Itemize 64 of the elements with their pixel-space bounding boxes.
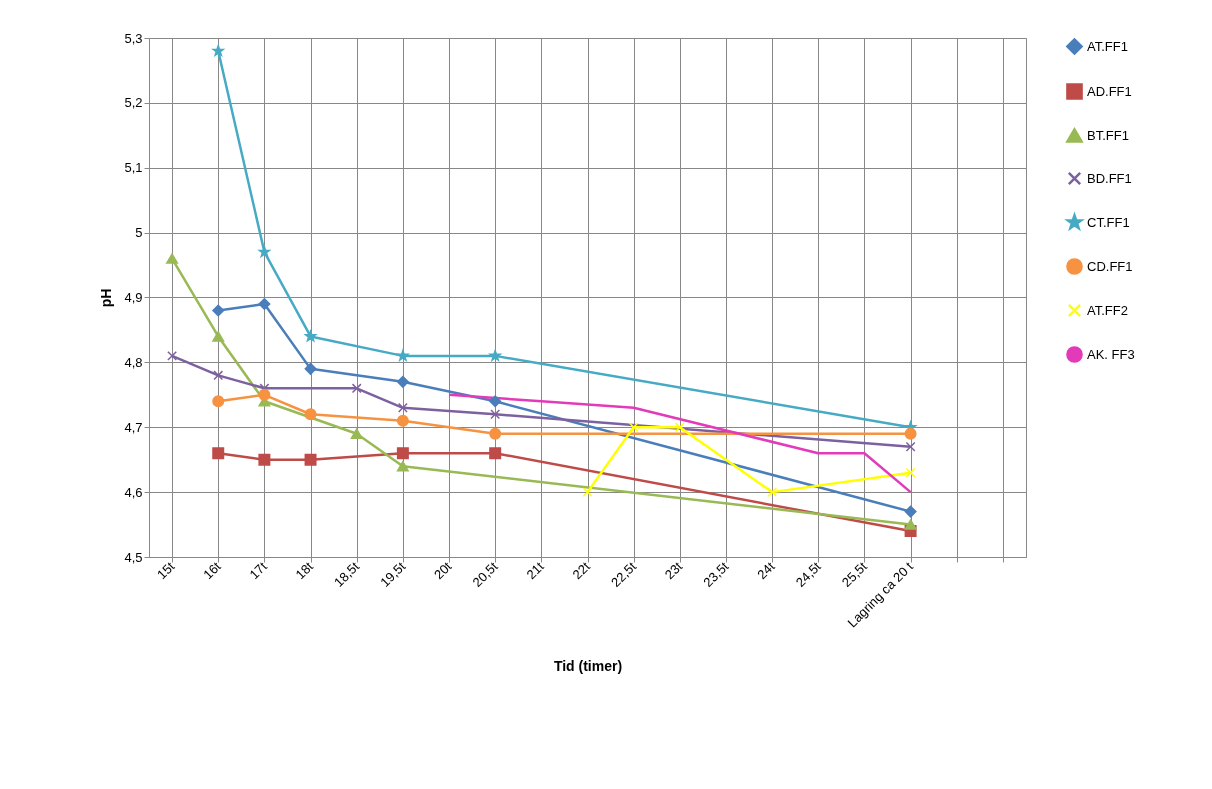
point [674,422,685,433]
y-tick-label: 5,2 [124,95,143,111]
point [304,408,317,421]
x-tick-label: 20t [431,558,455,583]
point [396,460,409,472]
point [258,453,271,466]
point [396,414,409,427]
point [212,331,225,342]
x-tick-label: 24t [754,558,778,583]
legend-label: AT.FF2 [1087,302,1128,318]
point [905,467,916,478]
point [905,441,916,452]
point [212,447,225,460]
legend-label: CD.FF1 [1087,258,1133,274]
point [351,383,362,394]
legend-label: BD.FF1 [1087,170,1132,186]
line-series [447,393,912,494]
x-tick-label: 21t [523,558,548,583]
point [167,350,178,361]
legend-label: CT.FF1 [1087,214,1130,230]
point [582,487,593,498]
point [396,375,409,388]
y-tick-label: 5,3 [124,30,143,46]
point [489,395,502,408]
point [166,253,179,264]
point [258,388,271,401]
point [304,330,317,342]
point [304,453,317,466]
point [904,505,917,518]
legend-label: AD.FF1 [1087,83,1132,99]
x-tick-label: 23t [661,558,686,583]
point [212,395,225,408]
legend-label: BT.FF1 [1087,127,1129,143]
point [213,370,224,381]
point [304,362,317,375]
y-axis-title: pH [98,288,115,308]
x-tick-label: 17t [246,558,271,583]
point [397,349,409,361]
point [904,519,917,530]
point [628,422,639,433]
point [489,447,502,460]
point [489,427,502,440]
point [396,447,409,460]
x-axis-title: Tid (timer) [553,658,623,675]
point [258,297,271,310]
y-tick-label: 4,6 [124,484,143,500]
y-tick-label: 4,9 [124,290,143,305]
y-tick-label: 5 [135,225,143,241]
x-tick-label: 16t [200,558,224,583]
legend-label: AK. FF3 [1087,346,1135,362]
point [490,409,501,420]
y-tick-label: 4,7 [124,419,143,435]
point [767,487,778,498]
point [904,427,917,440]
y-tick-label: 5,1 [124,160,143,176]
point [397,402,408,413]
y-tick-label: 4,8 [124,354,143,370]
x-tick-label: 15t [154,558,178,583]
point [212,304,225,317]
x-tick-label: 22t [569,558,594,583]
point [350,428,363,440]
x-tick-label: 18t [292,558,317,583]
y-tick-label: 4,5 [124,549,143,565]
legend-label: AT.FF1 [1087,38,1128,54]
